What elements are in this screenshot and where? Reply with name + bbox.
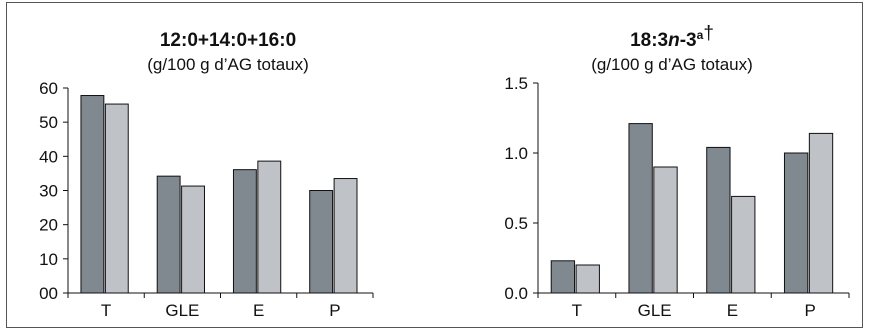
bar-e-series2: [257, 160, 282, 294]
x-tick-label: E: [727, 301, 738, 320]
bar-p-series1: [783, 152, 809, 294]
y-tick-label: 30: [39, 182, 58, 201]
chart1-subtitle: (g/100 g d’AG totaux): [147, 55, 309, 74]
y-tick-label: 60: [39, 79, 58, 98]
bar-p-series1: [309, 190, 334, 294]
x-tick-label: E: [253, 301, 264, 320]
bar-e-series1: [706, 146, 731, 294]
y-tick-label: 50: [39, 113, 58, 132]
chart2-subtitle: (g/100 g d’AG totaux): [591, 55, 753, 74]
bar-gle-series1: [628, 123, 653, 294]
y-tick-label: 1.5: [504, 74, 528, 93]
chart2-title-pre: 18:3: [630, 30, 668, 51]
bar-t-series2: [104, 103, 129, 294]
y-tick-label: 20: [39, 216, 58, 235]
x-tick-label: GLE: [638, 301, 672, 320]
bar-gle-series2: [653, 166, 678, 294]
bar-gle-series2: [181, 185, 205, 294]
y-tick-label: 0.5: [504, 214, 528, 233]
x-tick-label: T: [101, 301, 111, 320]
chart2-title-sup: a: [697, 28, 704, 42]
y-tick-label: 0.0: [504, 284, 528, 303]
chart2-title-n: n: [668, 30, 680, 51]
chart2-title: 18:3n-3a†: [630, 23, 714, 51]
bar-t-series1: [550, 260, 576, 294]
chart2-title-mid: -3: [680, 30, 697, 51]
chart2-plot: 0.0 0.5 1.0 1.5 T GLE E P: [504, 74, 850, 320]
bar-gle-series1: [156, 175, 181, 294]
bar-t-series1: [80, 95, 105, 294]
chart1-plot: 00 10 20 30 40 50 60 T GLE E P: [39, 79, 374, 320]
x-tick-label: P: [329, 301, 340, 320]
bar-e-series1: [232, 169, 257, 294]
x-tick-label: GLE: [165, 301, 199, 320]
bar-e-series2: [731, 195, 756, 294]
x-tick-label: T: [572, 301, 582, 320]
bar-p-series2: [333, 178, 358, 294]
bar-p-series2: [808, 132, 834, 294]
y-tick-label: 1.0: [504, 144, 528, 163]
bar-t-series2: [575, 264, 600, 294]
y-tick-label: 00: [39, 284, 58, 303]
chart1-title: 12:0+14:0+16:0: [160, 30, 296, 51]
y-tick-label: 10: [39, 250, 58, 269]
y-tick-label: 40: [39, 147, 58, 166]
x-tick-label: P: [804, 301, 815, 320]
chart2-title-dagger: †: [703, 23, 714, 44]
